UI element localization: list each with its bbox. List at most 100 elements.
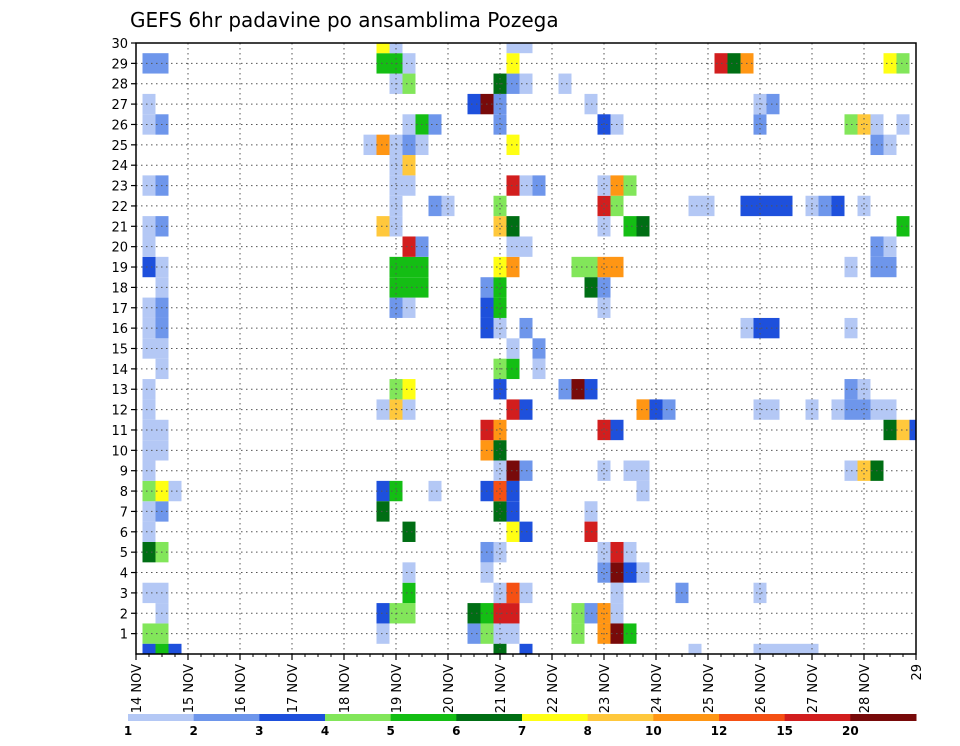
x-tick-label: 19 NOV	[390, 664, 405, 713]
heatmap-cell	[142, 317, 156, 339]
heatmap-cell	[532, 358, 546, 380]
heatmap-cell	[402, 134, 416, 156]
heatmap-cell	[636, 480, 650, 502]
heatmap-cell	[883, 419, 897, 441]
heatmap-cell	[558, 73, 572, 94]
y-tick-label: 22	[111, 200, 128, 215]
heatmap-cell	[766, 399, 780, 420]
y-tick-label: 8	[120, 485, 128, 500]
y-tick-label: 24	[111, 159, 128, 174]
heatmap-cell	[402, 603, 416, 624]
y-tick-label: 7	[120, 505, 128, 520]
heatmap-cell	[753, 582, 767, 604]
x-tick-label: 26 NOV	[754, 664, 769, 713]
heatmap-cell	[493, 440, 507, 461]
y-tick-label: 6	[120, 526, 128, 541]
heatmap-cell	[857, 195, 871, 217]
y-tick-label: 16	[111, 322, 128, 337]
heatmap-cell	[623, 175, 637, 196]
heatmap-cell	[142, 582, 156, 604]
legend-label: 20	[842, 724, 859, 738]
heatmap-cell	[636, 216, 650, 237]
heatmap-cell	[506, 175, 520, 196]
heatmap-cell	[376, 501, 390, 522]
heatmap-cell	[506, 623, 520, 644]
heatmap-cell	[402, 236, 416, 257]
heatmap-cell	[467, 623, 481, 644]
heatmap-cell	[597, 460, 611, 481]
heatmap-cell	[753, 399, 767, 420]
x-tick-label: 25 NOV	[702, 664, 717, 713]
heatmap-cell	[662, 399, 676, 420]
heatmap-cell	[402, 521, 416, 542]
heatmap-cell	[376, 603, 390, 624]
heatmap-cell	[142, 216, 156, 237]
heatmap-cell	[402, 562, 416, 583]
heatmap-cell	[402, 256, 416, 278]
y-tick-label: 28	[111, 78, 128, 93]
legend-swatch	[259, 714, 326, 721]
heatmap-cell	[597, 216, 611, 237]
legend-label: 8	[583, 724, 591, 738]
heatmap-cell	[376, 480, 390, 502]
heatmap-cell	[597, 419, 611, 441]
heatmap-cell	[792, 643, 806, 654]
heatmap-cell	[857, 460, 871, 481]
x-tick-label: 29	[910, 664, 925, 681]
heatmap-cell	[571, 379, 585, 400]
y-tick-label: 27	[111, 98, 128, 113]
heatmap-cell	[597, 175, 611, 196]
heatmap-cell	[155, 643, 169, 654]
heatmap-cell	[402, 277, 416, 298]
heatmap-cell	[506, 43, 520, 54]
heatmap-cell	[493, 277, 507, 298]
heatmap-cell	[142, 501, 156, 522]
heatmap-cell	[506, 480, 520, 502]
heatmap-cell	[766, 195, 780, 217]
heatmap-cell	[376, 623, 390, 644]
heatmap-cell	[493, 480, 507, 502]
legend-swatch	[390, 714, 457, 721]
legend-label: 15	[776, 724, 793, 738]
heatmap-cell	[142, 338, 156, 359]
legend-swatch	[719, 714, 786, 721]
x-tick-label: 27 NOV	[806, 664, 821, 713]
x-tick-label: 15 NOV	[182, 664, 197, 713]
y-tick-label: 14	[111, 363, 128, 378]
heatmap-cell	[896, 114, 910, 135]
heatmap-cell	[896, 216, 910, 237]
heatmap-cell	[142, 480, 156, 502]
heatmap-cell	[402, 175, 416, 196]
heatmap-cell	[142, 521, 156, 542]
y-tick-label: 15	[111, 343, 128, 358]
heatmap-cell	[506, 399, 520, 420]
x-tick-label: 17 NOV	[286, 664, 301, 713]
heatmap-cell	[493, 541, 507, 563]
y-tick-label: 18	[111, 281, 128, 296]
heatmap-cell	[402, 114, 416, 135]
heatmap-cell	[766, 93, 780, 115]
heatmap-cell	[688, 195, 702, 217]
heatmap-cell	[142, 114, 156, 135]
x-tick-label: 20 NOV	[442, 664, 457, 713]
x-axis: 14 NOV 15 NOV 16 NOV 17 NOV 18 NOV 19 NOV 20 N…	[130, 654, 925, 713]
heatmap-cells	[142, 43, 916, 654]
heatmap-cell	[623, 562, 637, 583]
heatmap-cell	[597, 277, 611, 298]
heatmap-cell	[506, 358, 520, 380]
x-tick-label: 24 NOV	[650, 664, 665, 713]
y-tick-label: 19	[111, 261, 128, 276]
x-tick-label: 18 NOV	[338, 664, 353, 713]
heatmap-cell	[376, 399, 390, 420]
y-tick-label: 13	[111, 383, 128, 398]
heatmap-cell	[753, 195, 767, 217]
heatmap-cell	[883, 53, 897, 74]
grid-lines	[136, 43, 916, 654]
heatmap-cell	[571, 603, 585, 624]
heatmap-cell	[506, 216, 520, 237]
heatmap-cell	[142, 297, 156, 318]
heatmap-cell	[493, 216, 507, 237]
heatmap-cell	[766, 643, 780, 654]
x-tick-label: 28 NOV	[858, 664, 873, 713]
